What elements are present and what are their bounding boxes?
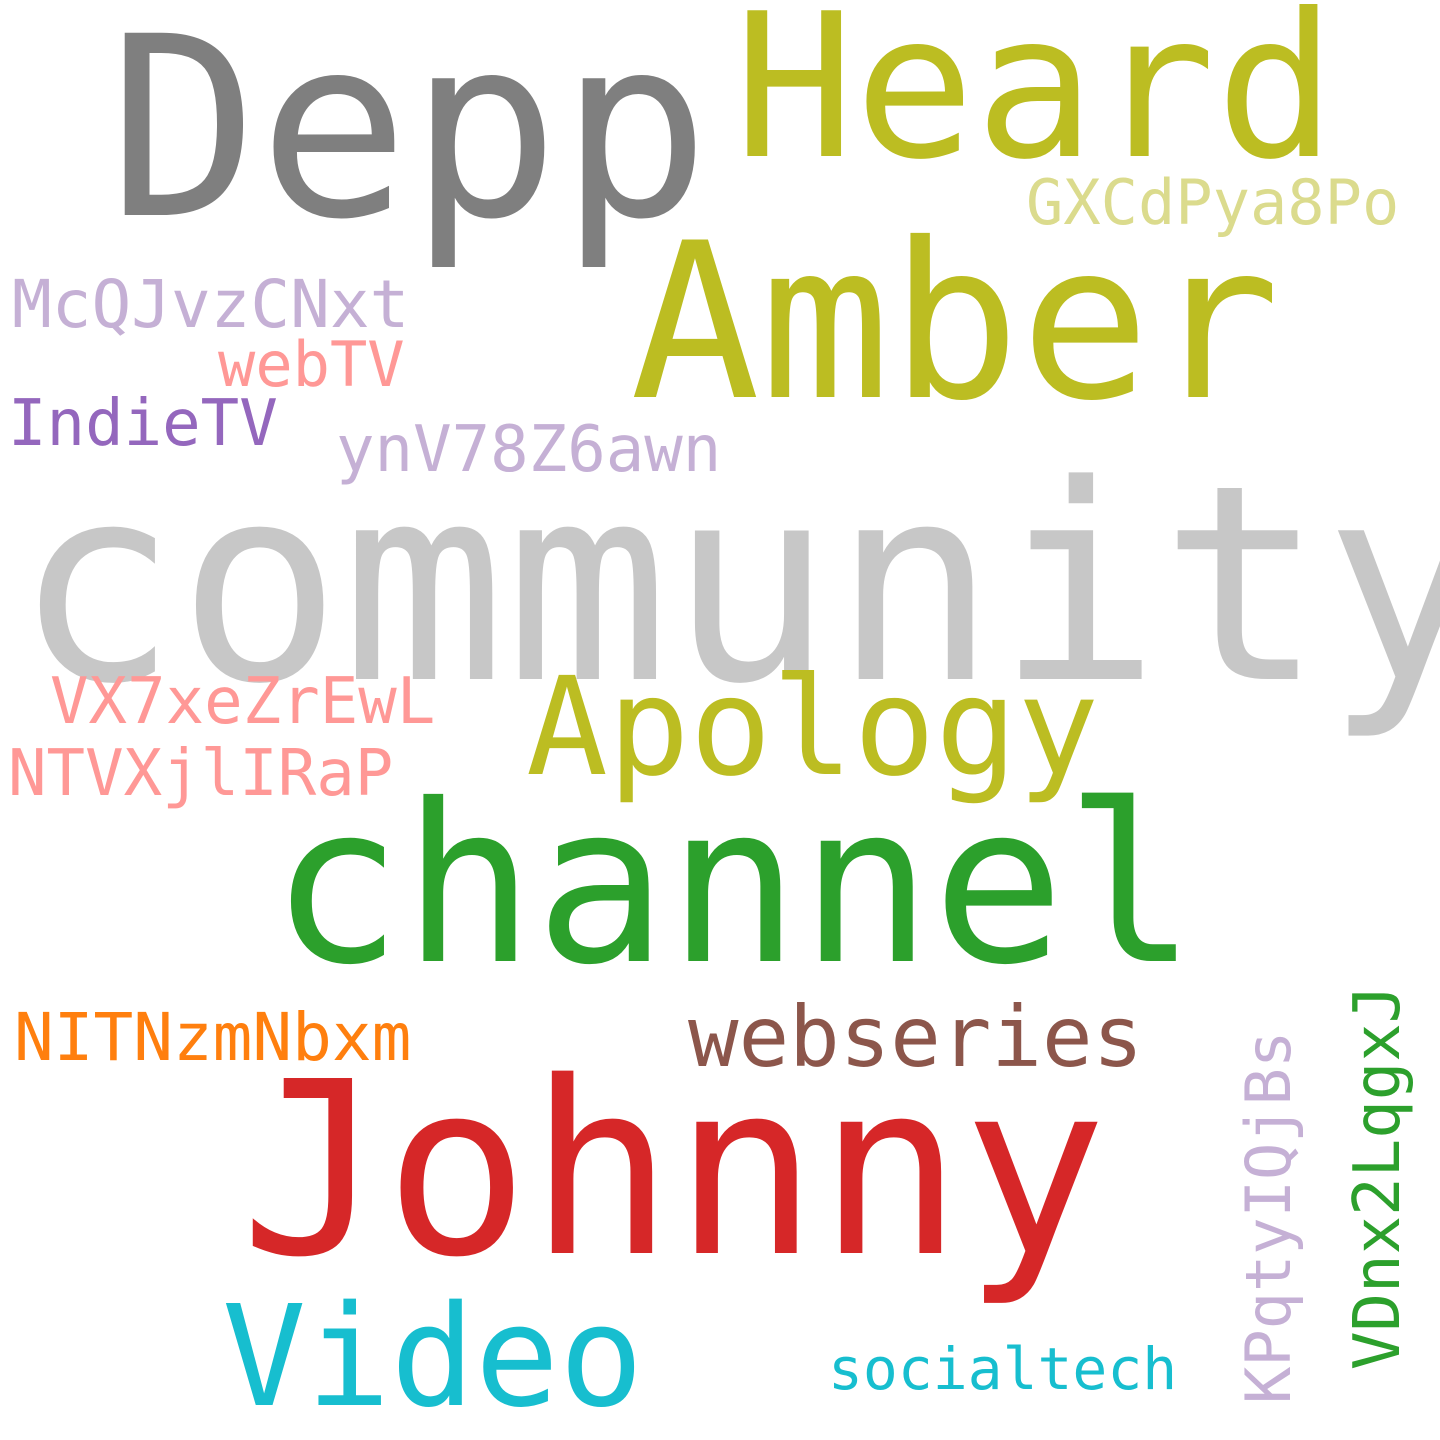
word-vdnx2lqgxj: VDnx2LqgxJ xyxy=(1341,984,1415,1370)
word-community: community xyxy=(14,428,1440,744)
word-apology: Apology xyxy=(526,649,1100,807)
word-heard: Heard xyxy=(734,0,1337,204)
word-indietv: IndieTV xyxy=(8,387,278,461)
word-video: Video xyxy=(222,1276,644,1439)
word-webtv: webTV xyxy=(218,328,405,401)
word-kpqtyiqjbs: KPqtyIQjBs xyxy=(1232,1030,1305,1404)
word-johnny: Johnny xyxy=(240,1030,1107,1310)
word-webseries: webseries xyxy=(688,988,1144,1086)
word-depp: Depp xyxy=(108,0,711,274)
word-nitnzmnbxm: NITNzmNbxm xyxy=(14,999,412,1076)
word-gxcdpya8po: GXCdPya8Po xyxy=(1026,166,1400,239)
word-vx7xezrewl: VX7xeZrEwL xyxy=(50,665,436,739)
word-amber: Amber xyxy=(630,197,1281,448)
word-ynv78z6awn: ynV78Z6awn xyxy=(336,413,722,487)
word-socialtech: socialtech xyxy=(828,1335,1178,1403)
word-channel: channel xyxy=(270,757,1198,1013)
word-ntvxjlirap: NTVXjlIRaP xyxy=(8,737,394,811)
word-mcqjvzcnxt: McQJvzCNxt xyxy=(12,266,410,343)
